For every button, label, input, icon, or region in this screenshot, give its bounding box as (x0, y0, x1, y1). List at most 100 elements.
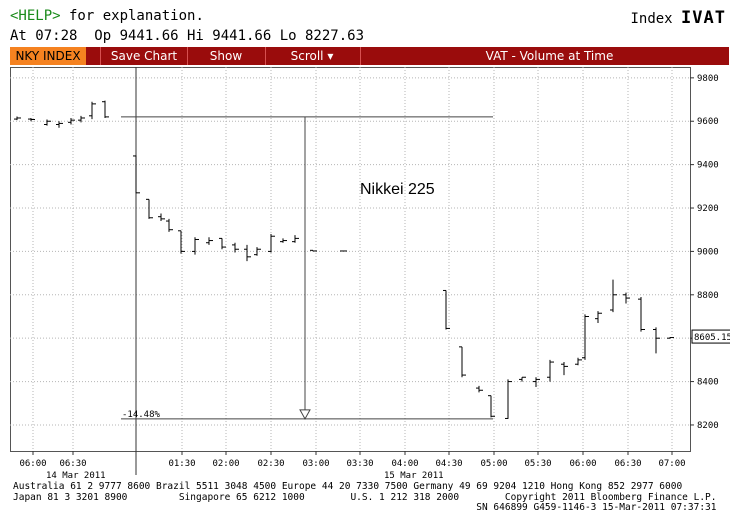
x-tick-label: 06:30 (59, 459, 86, 469)
chart-grid (10, 67, 691, 475)
ohlc-bar (505, 379, 512, 419)
toolbar-divider (100, 47, 101, 65)
x-tick-label: 02:00 (212, 459, 239, 469)
y-axis: 9800960094009200900088008600840082008605… (690, 74, 730, 431)
footer-contacts-2: Japan 81 3 3201 8900 Singapore 65 6212 1… (13, 491, 717, 503)
security-tab[interactable]: NKY INDEX (10, 47, 86, 65)
ohlc-bar (575, 357, 582, 366)
ohlc-bar (158, 213, 165, 222)
x-tick-label: 06:00 (569, 459, 596, 469)
footer: Australia 61 2 9777 8600 Brazil 5511 304… (13, 481, 717, 514)
ohlc-bar (610, 279, 617, 313)
help-text: for explanation. (60, 8, 204, 24)
footer-serial: SN 646899 G459-1146-3 15-Mar-2011 07:37:… (13, 502, 717, 513)
y-tick-label: 9000 (697, 247, 719, 257)
toolbar-divider (360, 47, 361, 65)
ohlc-bar (178, 230, 185, 254)
ohlc-bar (78, 115, 85, 123)
index-ticker: Index IVAT (630, 8, 726, 28)
ohlc-bar (533, 377, 540, 387)
ohlc-bar (667, 337, 674, 339)
ohlc-bar (638, 296, 645, 332)
y-tick-label: 9600 (697, 117, 719, 127)
date-label: 14 Mar 2011 (46, 471, 106, 481)
last-price-box (691, 329, 730, 344)
footer-contacts-1: Australia 61 2 9777 8600 Brazil 5511 304… (13, 481, 683, 492)
y-tick-label: 8200 (697, 421, 719, 431)
show-button[interactable]: Show (209, 49, 243, 63)
quote-line: At 07:28 Op 9441.66 Hi 9441.66 Lo 8227.6… (10, 28, 365, 44)
ohlc-bar (68, 117, 75, 125)
ohlc-bar (561, 362, 568, 376)
y-tick-label: 9800 (697, 74, 719, 84)
ohlc-bar (14, 116, 21, 121)
ohlc-bar (310, 249, 317, 252)
ohlc-bar (254, 247, 261, 256)
ohlc-bar (146, 198, 153, 219)
x-tick-label: 07:00 (658, 459, 685, 469)
ohlc-bar (582, 314, 589, 360)
plot-frame (10, 67, 691, 452)
help-key[interactable]: <HELP> (10, 8, 61, 24)
ohlc-bar (102, 100, 109, 118)
x-tick-label: 05:00 (480, 459, 507, 469)
y-tick-label: 8400 (697, 378, 719, 388)
chart-title: Nikkei 225 (360, 181, 435, 198)
scroll-button[interactable]: Scroll ▾ (266, 47, 358, 65)
ohlc-bar (166, 218, 173, 232)
index-label: Index (630, 11, 682, 27)
chevron-down-icon: ▾ (327, 49, 334, 63)
ohlc-bar (232, 242, 239, 253)
x-tick-label: 06:00 (19, 459, 46, 469)
last-price-tag: 8605.15 (691, 329, 730, 344)
price-bars (14, 100, 674, 419)
ohlc-bar (653, 327, 660, 354)
last-price-label: 8605.15 (694, 333, 730, 343)
index-code: IVAT (681, 8, 726, 28)
x-tick-label: 01:30 (168, 459, 195, 469)
x-tick-label: 02:30 (257, 459, 284, 469)
ohlc-bar (133, 155, 140, 194)
ohlc-bar (89, 101, 96, 120)
ohlc-bar (44, 119, 51, 126)
y-tick-label: 8800 (697, 291, 719, 301)
ohlc-bar (476, 385, 483, 393)
annotation-arrow-head (299, 409, 311, 420)
ohlc-bar (519, 376, 526, 382)
x-axis: 06:00 06:30 01:30 02:00 02:30 03:00 03:30 04:00… (19, 451, 686, 481)
decline-annotation: -14.48% (121, 116, 493, 420)
ohlc-bar (547, 359, 554, 382)
y-tick-label: 9200 (697, 204, 719, 214)
ohlc-bar (244, 244, 251, 262)
ohlc-bar (595, 311, 602, 323)
ohlc-bar (292, 235, 299, 243)
toolbar-divider (265, 47, 266, 65)
scroll-label: Scroll (290, 49, 324, 63)
annotation-label: -14.48% (122, 410, 161, 420)
y-tick-label: 9400 (697, 161, 719, 171)
ohlc-bar (488, 395, 495, 418)
ohlc-bar (280, 238, 287, 243)
x-tick-label: 03:00 (302, 459, 329, 469)
x-tick-label: 03:30 (346, 459, 373, 469)
ohlc-bar (268, 234, 275, 253)
ohlc-bar (219, 237, 226, 250)
x-tick-label: 05:30 (524, 459, 551, 469)
x-tick-label: 04:30 (435, 459, 462, 469)
ohlc-bar (459, 346, 466, 378)
ohlc-bar (206, 237, 213, 245)
price-chart[interactable]: -14.48% 98009600940092009000880086008400… (10, 67, 730, 481)
date-label: 15 Mar 2011 (384, 471, 444, 481)
help-line: <HELP> for explanation. (10, 8, 204, 24)
toolbar: NKY INDEX Save Chart Show Scroll ▾ VAT -… (10, 47, 729, 65)
toolbar-title: VAT - Volume at Time (485, 49, 614, 63)
ohlc-bar (192, 237, 199, 255)
x-tick-label: 04:00 (391, 459, 418, 469)
toolbar-divider (187, 47, 188, 65)
save-chart-button[interactable]: Save Chart (110, 49, 178, 63)
ohlc-bar (443, 289, 450, 330)
ohlc-bar (56, 121, 63, 128)
ohlc-bar (28, 117, 35, 122)
x-tick-label: 06:30 (614, 459, 641, 469)
ohlc-bar (623, 292, 630, 304)
